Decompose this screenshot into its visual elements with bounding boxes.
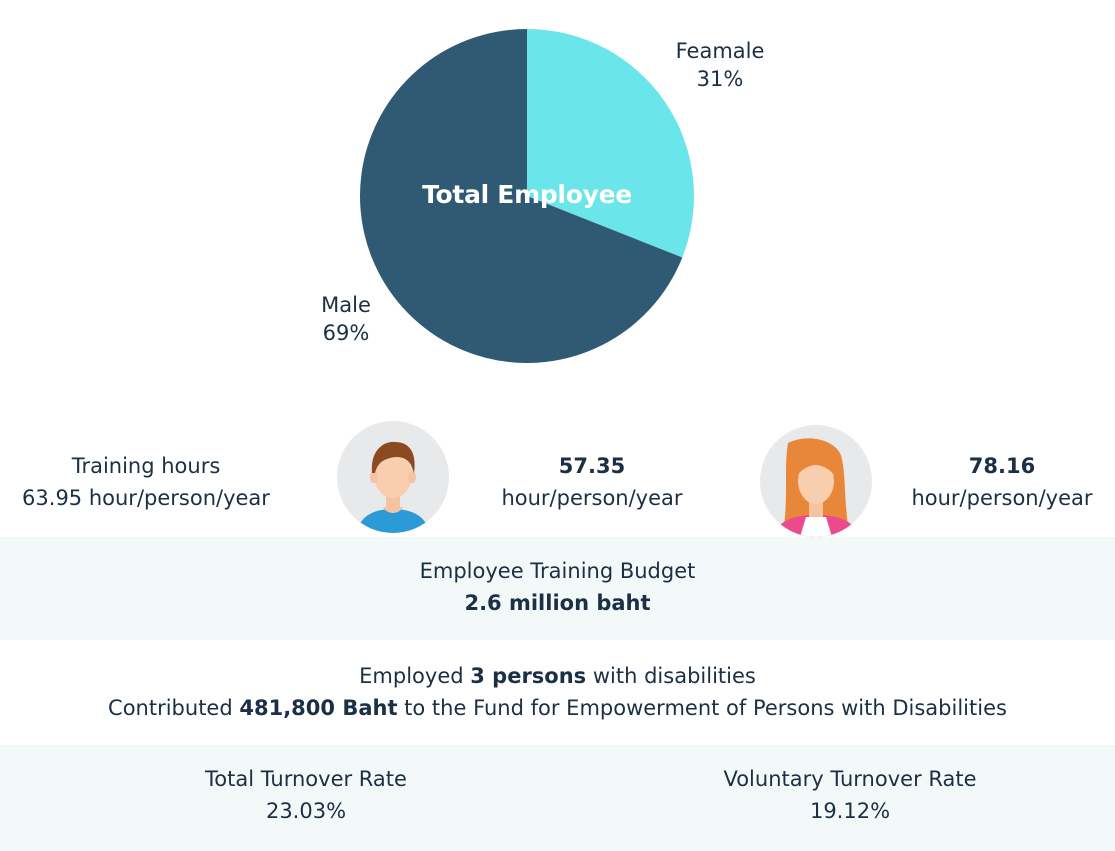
disabilities-line1-prefix: Employed xyxy=(359,664,471,688)
training-hours-overall-value: 63.95 hour/person/year xyxy=(22,486,270,510)
disabilities-line2-suffix: to the Fund for Empowerment of Persons w… xyxy=(397,696,1007,720)
training-hours-male-unit: hour/person/year xyxy=(501,486,683,510)
total-turnover-value: 23.03% xyxy=(265,799,347,823)
pie-slice-feamale xyxy=(527,29,694,258)
male-slice-percent: 69% xyxy=(322,321,370,345)
pie-center-title: Total Employee xyxy=(422,179,632,209)
female-slice-label-group: Feamale 31% xyxy=(660,37,780,93)
training-hours-female: 78.16 hour/person/year xyxy=(895,450,1109,514)
training-hours-male-value: 57.35 xyxy=(558,454,626,478)
training-hours-female-value: 78.16 xyxy=(968,454,1036,478)
pie-svg xyxy=(360,29,694,363)
voluntary-turnover-label: Voluntary Turnover Rate xyxy=(723,767,977,791)
female-avatar-icon xyxy=(760,425,872,537)
male-avatar-icon xyxy=(337,421,449,533)
training-hours-male: 57.35 hour/person/year xyxy=(484,450,700,514)
training-budget-value: 2.6 million baht xyxy=(464,591,651,615)
training-budget-band xyxy=(0,537,1115,640)
training-hours-overall: Training hours 63.95 hour/person/year xyxy=(0,450,292,514)
male-slice-label: Male xyxy=(321,293,371,317)
disabilities-contribution-amount: 481,800 Baht xyxy=(239,696,398,720)
disabilities-line2-prefix: Contributed xyxy=(108,696,240,720)
total-turnover-label: Total Turnover Rate xyxy=(205,767,407,791)
training-budget-label: Employee Training Budget xyxy=(419,559,696,583)
pie-slice-male xyxy=(360,29,683,363)
employee-gender-pie-chart: Total Employee xyxy=(360,29,694,363)
turnover-band xyxy=(0,745,1115,851)
voluntary-turnover-value: 19.12% xyxy=(809,799,891,823)
disabilities-section: Employed 3 persons with disabilities Con… xyxy=(0,660,1115,724)
female-slice-label: Feamale xyxy=(675,39,765,63)
female-slice-percent: 31% xyxy=(696,67,744,91)
training-hours-female-unit: hour/person/year xyxy=(911,486,1093,510)
disabilities-line1-suffix: with disabilities xyxy=(586,664,756,688)
training-budget: Employee Training Budget 2.6 million bah… xyxy=(0,555,1115,619)
voluntary-turnover: Voluntary Turnover Rate 19.12% xyxy=(664,763,1036,827)
male-slice-label-group: Male 69% xyxy=(296,291,396,347)
training-hours-label: Training hours xyxy=(71,454,221,478)
disabilities-persons-count: 3 persons xyxy=(470,664,587,688)
disabilities-line-2: Contributed 481,800 Baht to the Fund for… xyxy=(0,692,1115,724)
disabilities-line-1: Employed 3 persons with disabilities xyxy=(0,660,1115,692)
total-turnover: Total Turnover Rate 23.03% xyxy=(120,763,492,827)
